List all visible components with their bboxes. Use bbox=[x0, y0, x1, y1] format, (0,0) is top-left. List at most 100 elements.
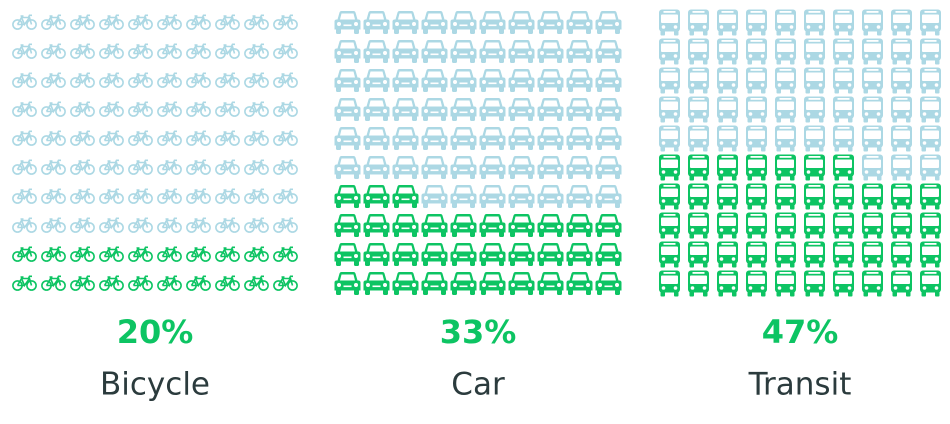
icon bbox=[775, 241, 796, 268]
icon bbox=[595, 11, 622, 34]
icon bbox=[746, 270, 767, 297]
icon bbox=[421, 185, 448, 208]
icon bbox=[659, 9, 680, 36]
icon bbox=[157, 43, 182, 59]
icon bbox=[186, 275, 211, 291]
icon bbox=[392, 272, 419, 295]
icon bbox=[128, 188, 153, 204]
icon bbox=[746, 125, 767, 152]
icon bbox=[688, 67, 709, 94]
icon bbox=[363, 40, 390, 63]
icon bbox=[450, 156, 477, 179]
icon bbox=[12, 101, 37, 117]
icon bbox=[508, 243, 535, 266]
icon bbox=[479, 98, 506, 121]
icon bbox=[244, 159, 269, 175]
icon bbox=[566, 11, 593, 34]
icon bbox=[479, 214, 506, 237]
icon bbox=[334, 156, 361, 179]
icon bbox=[920, 241, 941, 268]
icon bbox=[717, 38, 738, 65]
icon bbox=[775, 212, 796, 239]
icon bbox=[363, 185, 390, 208]
icon bbox=[363, 98, 390, 121]
icon bbox=[392, 127, 419, 150]
value-label: 33% bbox=[440, 313, 517, 351]
icon bbox=[99, 159, 124, 175]
icon bbox=[717, 9, 738, 36]
icon bbox=[659, 154, 680, 181]
icon bbox=[659, 241, 680, 268]
icon bbox=[186, 159, 211, 175]
icon bbox=[508, 272, 535, 295]
icon bbox=[479, 11, 506, 34]
icon bbox=[595, 40, 622, 63]
icon bbox=[862, 154, 883, 181]
icon bbox=[421, 40, 448, 63]
icon bbox=[595, 272, 622, 295]
icon bbox=[566, 272, 593, 295]
icon bbox=[157, 159, 182, 175]
icon bbox=[99, 246, 124, 262]
icon bbox=[421, 243, 448, 266]
icon bbox=[508, 98, 535, 121]
icon bbox=[41, 43, 66, 59]
icon bbox=[862, 212, 883, 239]
icon bbox=[363, 127, 390, 150]
icon bbox=[891, 183, 912, 210]
icon bbox=[508, 11, 535, 34]
icon bbox=[659, 67, 680, 94]
icon bbox=[891, 154, 912, 181]
icon bbox=[833, 38, 854, 65]
icon bbox=[334, 69, 361, 92]
icon bbox=[157, 72, 182, 88]
icon bbox=[273, 130, 298, 146]
icon bbox=[595, 214, 622, 237]
icon bbox=[334, 11, 361, 34]
icon bbox=[920, 125, 941, 152]
icon bbox=[566, 214, 593, 237]
icon bbox=[508, 214, 535, 237]
icon bbox=[717, 96, 738, 123]
icon bbox=[363, 243, 390, 266]
category-label: Car bbox=[451, 367, 505, 403]
icon bbox=[215, 130, 240, 146]
icon bbox=[244, 217, 269, 233]
icon bbox=[12, 246, 37, 262]
icon bbox=[804, 67, 825, 94]
icon bbox=[804, 38, 825, 65]
icon bbox=[99, 275, 124, 291]
icon bbox=[392, 185, 419, 208]
waffle-panel: 33% Car bbox=[334, 11, 622, 403]
icon bbox=[479, 69, 506, 92]
icon bbox=[421, 214, 448, 237]
icon bbox=[717, 183, 738, 210]
icon bbox=[804, 241, 825, 268]
icon bbox=[659, 96, 680, 123]
icon bbox=[566, 127, 593, 150]
icon bbox=[215, 188, 240, 204]
icon bbox=[804, 9, 825, 36]
icon bbox=[891, 241, 912, 268]
icon bbox=[508, 40, 535, 63]
icon bbox=[12, 275, 37, 291]
empty-icons bbox=[12, 14, 298, 233]
category-label: Transit bbox=[748, 367, 852, 403]
icon bbox=[920, 67, 941, 94]
icon bbox=[479, 243, 506, 266]
icon bbox=[450, 127, 477, 150]
icon bbox=[70, 246, 95, 262]
value-label: 47% bbox=[762, 313, 839, 351]
icon bbox=[688, 96, 709, 123]
icon bbox=[746, 212, 767, 239]
icon bbox=[41, 246, 66, 262]
icon bbox=[595, 185, 622, 208]
icon bbox=[479, 127, 506, 150]
icon bbox=[128, 101, 153, 117]
icon bbox=[99, 217, 124, 233]
icon bbox=[537, 69, 564, 92]
icon bbox=[421, 127, 448, 150]
icon bbox=[746, 38, 767, 65]
icon bbox=[920, 270, 941, 297]
